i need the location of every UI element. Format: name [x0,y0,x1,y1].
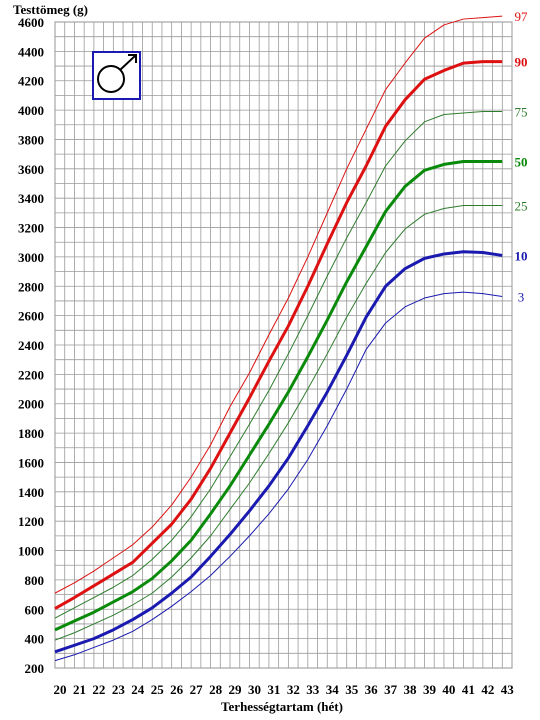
percentile-label-25: 25 [515,199,528,214]
x-tick-label: 35 [345,682,359,697]
y-tick-label: 3600 [18,162,44,177]
y-tick-label: 4400 [18,44,44,59]
y-tick-label: 1800 [18,426,44,441]
series-line-p50 [54,159,503,632]
x-axis-title: Terhességtartam (hét) [221,699,343,714]
x-tick-labels: 20 21 22 23 24 25 26 27 28 29 30 31 32 33 34 35 36 37 38 39… [54,682,515,697]
percentile-label-90: 90 [515,55,528,70]
y-tick-label: 400 [25,632,45,647]
x-tick-label: 24 [131,682,145,697]
y-tick-label: 1400 [18,485,44,500]
x-tick-label: 32 [287,682,300,697]
percentile-labels: 97 90 75 50 25 10 3 [515,9,529,304]
x-tick-label: 37 [384,682,398,697]
y-tick-labels: 200 400 600 800 1000 1200 1400 1600 1800 2000 2200… [18,15,44,676]
x-tick-label: 29 [229,682,243,697]
y-tick-label: 3000 [18,250,44,265]
y-tick-label: 1600 [18,455,44,470]
y-tick-label: 4000 [18,103,44,118]
x-tick-label: 40 [442,682,455,697]
x-tick-label: 42 [481,682,494,697]
series-line-p75 [54,111,503,619]
percentile-label-75: 75 [515,105,528,120]
y-tick-label: 2400 [18,338,44,353]
y-tick-label: 200 [25,661,45,676]
y-tick-label: 2800 [18,279,44,294]
x-tick-label: 21 [73,682,86,697]
series-line-p90 [54,60,503,610]
y-tick-label: 3800 [18,132,44,147]
series-line-p10 [54,250,503,654]
percentile-label-3: 3 [518,290,525,305]
y-tick-label: 4200 [18,74,44,89]
series-line-p25 [54,205,503,641]
y-tick-label: 800 [25,573,45,588]
x-tick-label: 22 [92,682,105,697]
y-tick-label: 3200 [18,221,44,236]
percentile-label-50: 50 [515,154,528,169]
x-tick-label: 31 [267,682,280,697]
y-tick-label: 2600 [18,309,44,324]
x-tick-label: 39 [423,682,437,697]
series-line-p97 [54,15,503,594]
x-tick-label: 27 [190,682,204,697]
x-tick-label: 30 [248,682,261,697]
series-line-p3 [54,291,503,662]
y-tick-label: 2000 [18,397,44,412]
y-tick-label: 3400 [18,191,44,206]
x-tick-label: 36 [365,682,379,697]
percentile-label-10: 10 [515,248,528,263]
male-symbol-icon [92,51,141,100]
y-tick-label: 1200 [18,514,44,529]
x-tick-label: 20 [54,682,67,697]
x-tick-label: 23 [112,682,126,697]
y-axis-title: Testtömeg (g) [13,2,88,17]
x-tick-label: 43 [501,682,515,697]
percentile-label-97: 97 [515,9,529,24]
grid [54,21,513,669]
y-tick-label: 4600 [18,15,44,30]
x-tick-label: 38 [404,682,418,697]
series-lines [54,15,503,662]
x-tick-label: 25 [151,682,165,697]
x-tick-label: 28 [209,682,223,697]
y-tick-label: 600 [25,602,45,617]
y-tick-label: 1000 [18,544,44,559]
y-tick-label: 2200 [18,367,44,382]
x-tick-label: 26 [170,682,184,697]
x-tick-label: 41 [462,682,475,697]
x-tick-label: 33 [306,682,320,697]
x-tick-label: 34 [326,682,340,697]
